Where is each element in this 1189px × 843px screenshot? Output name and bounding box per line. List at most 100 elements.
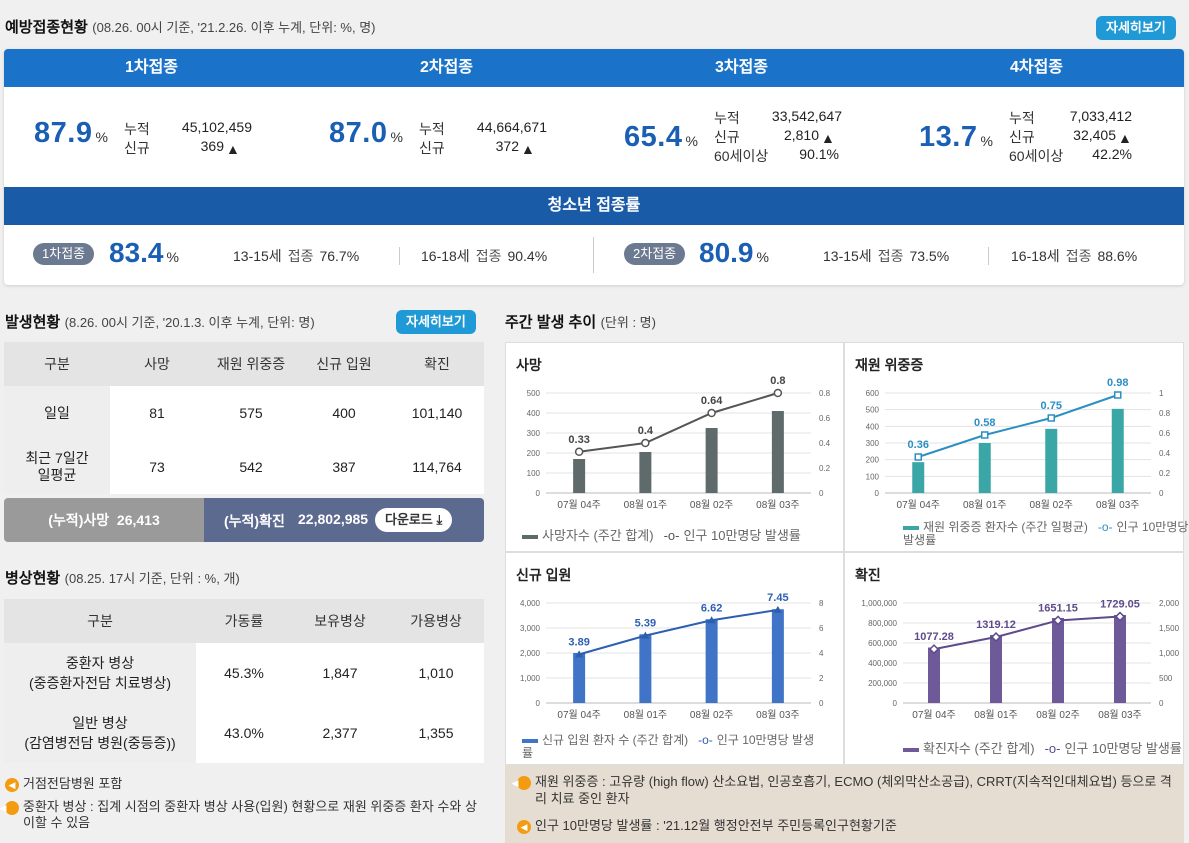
legend-bar-swatch (903, 525, 919, 530)
legend-bar-swatch (522, 534, 538, 539)
dose-3-60plus-value: 90.1% (799, 146, 839, 162)
data-label: 1319.12 (976, 619, 1016, 631)
col-header: 확진 (390, 342, 484, 386)
vaccination-subtitle: (08.26. 00시 기준, '21.2.26. 이후 누계, 단위: %, … (92, 20, 376, 35)
y-tick-label: 1,000 (520, 674, 541, 683)
data-label: 6.62 (701, 602, 722, 614)
rate-point (928, 644, 940, 655)
legend-line-swatch: -o- (698, 733, 713, 747)
rate-point (574, 447, 584, 456)
x-tick-label: 08월 01주 (624, 499, 667, 511)
dose-3-cum-label: 누적 (714, 110, 740, 126)
dose-4-stats: 13.7% 누적 7,033,412 신규 32,405 ▲ 60세이상 42.… (889, 101, 1184, 201)
x-tick-label: 07월 04주 (912, 709, 955, 721)
x-tick-label: 07월 04주 (897, 499, 940, 511)
dose-3-stats: 65.4% 누적 33,542,647 신규 2,810 ▲ 60세이상 90.… (594, 101, 889, 201)
y2-tick-label: 0.6 (1159, 429, 1171, 438)
dose-3-new-label: 신규 (714, 129, 740, 145)
dose-2-header: 2차접종 (419, 59, 474, 76)
cell-death: 73 (149, 459, 165, 475)
table-header-row: 구분 가동률 보유병상 가용병상 (4, 599, 484, 643)
rate-point (1052, 615, 1064, 626)
youth-second-g1: 13-15세 접종 73.5% (823, 248, 950, 264)
legend-line-swatch: -o- (663, 528, 680, 543)
y-tick-label: 400 (866, 422, 880, 431)
data-label: 0.33 (568, 434, 589, 446)
y2-tick-label: 0.4 (819, 439, 831, 448)
chart-admission: 신규 입원 0 1,000 2,000 3,000 4,000 0 2 4 6 8 07월 04주 08… (505, 552, 844, 765)
rate-point (773, 605, 782, 613)
dose-2-pct: 87.0% (329, 117, 404, 149)
legend-bar-label: 재원 위중증 환자수 (주간 일평균) (923, 520, 1088, 534)
legend-line-label: 인구 10만명당 발생률 (683, 528, 801, 543)
table-row: 일반 병상 (감염병전담 병원(중등증)) 43.0% 2,377 1,355 (4, 703, 484, 763)
data-label: 7.45 (767, 592, 788, 604)
y-tick-label: 0 (536, 699, 541, 708)
data-label: 0.98 (1107, 377, 1128, 389)
rate-point (1114, 611, 1126, 622)
x-tick-label: 08월 03주 (756, 499, 799, 511)
youth-first-g1: 13-15세 접종 76.7% (233, 248, 360, 264)
rate-point (914, 453, 922, 461)
divider (988, 247, 989, 265)
data-label: 1729.05 (1100, 599, 1140, 611)
cell-available: 1,355 (418, 725, 454, 741)
vaccination-header: 예방접종현황 (08.26. 00시 기준, '21.2.26. 이후 누계, … (5, 16, 376, 37)
chart-svg: 0 1,000 2,000 3,000 4,000 0 2 4 6 8 07월 04주 08월 01주… (520, 592, 824, 721)
y-tick-label: 100 (866, 472, 880, 481)
y-tick-label: 600,000 (868, 639, 897, 648)
data-label: 0.36 (908, 439, 929, 451)
cell-admit: 400 (332, 405, 356, 421)
data-label: 0.8 (770, 375, 785, 387)
data-label: 1651.15 (1038, 602, 1078, 614)
rate-point (981, 431, 989, 439)
legend-line-label: 인구 10만명당 발생률 (522, 733, 815, 760)
y-tick-label: 500 (527, 389, 541, 398)
bar (928, 647, 940, 703)
speaker-icon: ◀ (512, 775, 531, 790)
youth-second-g2: 16-18세 접종 88.6% (1011, 248, 1138, 264)
row-label: 일반 병상 (감염병전담 병원(중등증)) (4, 703, 196, 763)
y2-tick-label: 500 (1159, 674, 1173, 683)
table-header-row: 구분 사망 재원 위중증 신규 입원 확진 (4, 342, 484, 386)
dose-1-header: 1차접종 (124, 59, 179, 76)
y-tick-label: 200 (866, 456, 880, 465)
rate-point (575, 650, 584, 658)
dose-2-stats: 87.0% 누적 44,664,671 신규 372 ▲ (299, 101, 594, 201)
up-arrow-icon: ▲ (521, 141, 535, 157)
bar (771, 609, 784, 703)
occurrence-more-button[interactable]: 자세히보기 (396, 310, 476, 334)
legend-bar-label: 사망자수 (주간 합계) (542, 528, 654, 543)
y2-tick-label: 0 (819, 699, 824, 708)
col-header: 재원 위중증 (204, 342, 298, 386)
dose-1-cum-label: 누적 (124, 121, 150, 137)
bar (912, 462, 925, 493)
vaccination-more-button[interactable]: 자세히보기 (1096, 16, 1176, 40)
row-label: 일일 (4, 386, 110, 440)
chart-title: 재원 위중증 (855, 357, 924, 373)
rate-line (578, 392, 779, 453)
rate-line (933, 615, 1121, 651)
rate-point (773, 388, 783, 398)
download-button[interactable]: 다운로드 ⤓ (375, 508, 453, 532)
y-tick-label: 2,000 (520, 649, 541, 658)
cumulative-confirmed: (누적)확진 22,802,985 다운로드 ⤓ (204, 498, 484, 542)
up-arrow-icon: ▲ (1118, 130, 1132, 146)
legend-bar-label: 신규 입원 환자 수 (주간 합계) (542, 733, 689, 747)
speaker-icon: ◀ (517, 819, 531, 834)
chart-legend: 확진자수 (주간 합계) -o- 인구 10만명당 발생률 (903, 738, 1182, 757)
col-header: 가동률 (196, 599, 292, 643)
chart-legend: 사망자수 (주간 합계) -o- 인구 10만명당 발생률 (522, 525, 801, 544)
chart-title: 신규 입원 (516, 567, 572, 583)
bar (573, 459, 586, 493)
x-tick-label: 08월 03주 (1096, 499, 1139, 511)
y-tick-label: 300 (866, 439, 880, 448)
legend-line-label: 인구 10만명당 발생률 (903, 520, 1189, 547)
y-tick-label: 800,000 (868, 619, 897, 628)
bar (1114, 615, 1126, 703)
note-left-1: ◀ 거점전담병원 포함 (5, 773, 485, 792)
bar (705, 428, 718, 493)
chart-svg: 0 100 200 300 400 500 0 0.2 0.4 0.6 0.8 07월 04주 08월 … (527, 375, 831, 511)
y-tick-label: 1,000,000 (861, 599, 897, 608)
occurrence-title: 발생현황 (5, 314, 61, 331)
